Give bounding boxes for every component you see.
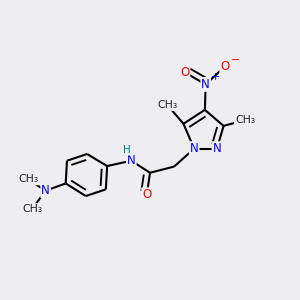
Text: CH₃: CH₃ bbox=[235, 115, 255, 125]
Text: O: O bbox=[220, 60, 230, 73]
Text: O: O bbox=[180, 66, 189, 79]
Text: N: N bbox=[190, 142, 199, 155]
Text: −: − bbox=[231, 55, 240, 65]
Text: CH₃: CH₃ bbox=[18, 174, 38, 184]
Text: N: N bbox=[212, 142, 221, 155]
Text: N: N bbox=[127, 154, 136, 167]
Text: N: N bbox=[41, 184, 50, 197]
Text: +: + bbox=[211, 72, 220, 82]
Text: N: N bbox=[201, 78, 210, 91]
Text: O: O bbox=[142, 188, 152, 201]
Text: H: H bbox=[123, 145, 130, 155]
Text: CH₃: CH₃ bbox=[22, 204, 42, 214]
Text: CH₃: CH₃ bbox=[157, 100, 178, 110]
